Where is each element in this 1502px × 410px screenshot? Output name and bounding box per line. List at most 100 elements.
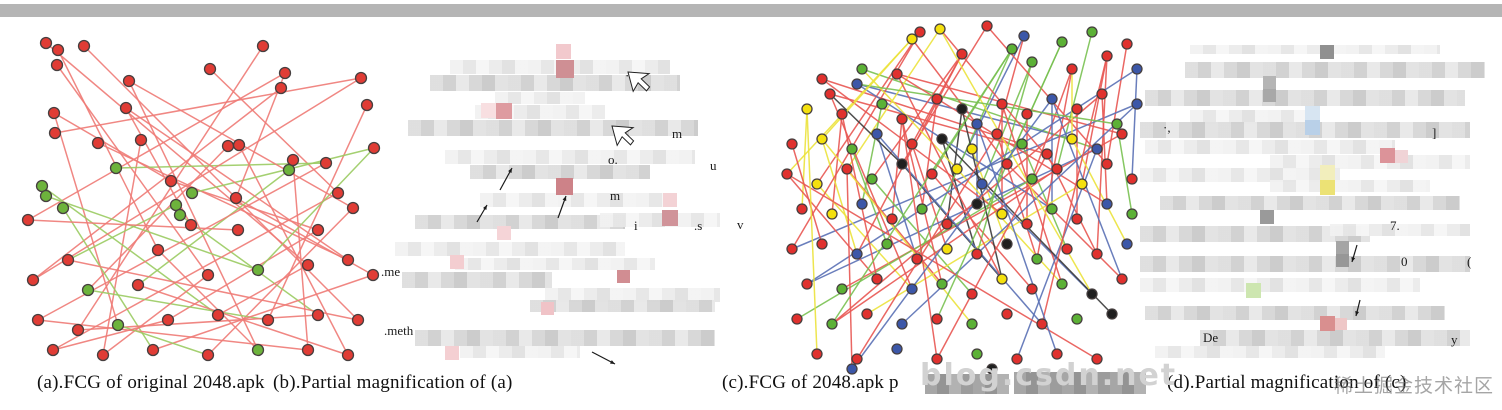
- graph-node: [367, 141, 381, 155]
- graph-edge: [829, 93, 913, 290]
- visible-text-fragment: De: [1203, 330, 1219, 345]
- graph-node: [1111, 118, 1123, 130]
- blurred-text-row: [460, 346, 580, 358]
- graph-edge: [856, 133, 998, 360]
- blurred-text-row: [415, 215, 625, 229]
- graph-edge: [896, 73, 1123, 135]
- graph-edge: [1001, 103, 1063, 285]
- graph-node: [1026, 56, 1038, 68]
- graph-edge: [806, 108, 818, 355]
- graph-node: [50, 58, 64, 72]
- graph-node: [914, 26, 926, 38]
- graph-edge: [936, 41, 1063, 320]
- graph-edge: [816, 31, 921, 185]
- graph-node: [1051, 163, 1063, 175]
- graph-edge: [1101, 93, 1108, 205]
- graph-node: [811, 348, 823, 360]
- graph-node: [1121, 38, 1133, 50]
- blurred-text-row: [1140, 256, 1470, 272]
- graph-edge: [45, 195, 259, 271]
- graph-node: [31, 313, 45, 327]
- graph-edge: [52, 192, 339, 351]
- graph-edge: [891, 118, 903, 220]
- visible-text-fragment: m: [672, 126, 683, 141]
- caption-c-blur-block: [1014, 372, 1146, 394]
- graph-edge: [806, 148, 1098, 285]
- highlighted-node-square: [1260, 210, 1274, 224]
- graph-node: [1046, 93, 1058, 105]
- graph-node: [996, 98, 1008, 110]
- graph-node: [786, 243, 798, 255]
- graph-node: [1071, 103, 1083, 115]
- graph-node: [261, 313, 275, 327]
- graph-edge: [52, 319, 169, 351]
- graph-node: [846, 363, 858, 375]
- graph-edge: [167, 229, 319, 321]
- graph-node: [1086, 26, 1098, 38]
- graph-node: [1021, 218, 1033, 230]
- visible-text-fragment: m: [610, 188, 621, 203]
- graph-node: [856, 198, 868, 210]
- graph-node: [1106, 308, 1118, 320]
- graph-node: [931, 353, 943, 365]
- highlighted-node-square: [1336, 254, 1349, 267]
- blurred-text-row: [480, 193, 670, 207]
- graph-node: [360, 98, 374, 112]
- csdn-watermark: blog.csdn.net: [920, 358, 1178, 392]
- blurred-text-row: [1145, 90, 1465, 106]
- graph-node: [96, 348, 110, 362]
- graph-node: [891, 343, 903, 355]
- graph-edge: [41, 185, 219, 316]
- graph-node: [1031, 253, 1043, 265]
- graph-edge: [831, 93, 1103, 325]
- graph-node: [251, 263, 265, 277]
- arrowhead-icon: [482, 205, 487, 210]
- graph-node: [816, 73, 828, 85]
- graph-node: [231, 223, 245, 237]
- graph-edge: [267, 104, 368, 321]
- graph-node: [981, 20, 993, 32]
- blurred-text-row: [1190, 45, 1440, 54]
- graph-edge: [796, 178, 1033, 320]
- graph-node: [1116, 273, 1128, 285]
- graph-edge: [911, 38, 1008, 165]
- highlighted-node-square: [541, 302, 554, 315]
- visible-text-fragment: ·,: [1163, 120, 1171, 135]
- graph-node: [871, 128, 883, 140]
- graph-node: [77, 39, 91, 53]
- graph-node: [274, 81, 288, 95]
- highlighted-node-square: [1320, 316, 1335, 331]
- visible-text-fragment: (: [1467, 254, 1472, 269]
- highlighted-node-square: [556, 44, 571, 59]
- graph-node: [851, 78, 863, 90]
- caption-c-blur-block: [925, 374, 1009, 394]
- graph-node: [941, 243, 953, 255]
- graph-node: [936, 133, 948, 145]
- blurred-text-row: [600, 213, 720, 227]
- graph-node: [916, 203, 928, 215]
- graph-edge: [87, 289, 269, 321]
- graph-edge: [901, 118, 938, 360]
- top-scroll-bar[interactable]: [0, 4, 1502, 17]
- graph-node: [91, 136, 105, 150]
- highlighted-node-square: [1263, 89, 1276, 102]
- graph-node: [1101, 158, 1113, 170]
- highlighted-node-square: [1395, 150, 1408, 163]
- graph-node: [796, 203, 808, 215]
- highlighted-node-square: [1305, 106, 1320, 121]
- highlighted-node-square: [1335, 318, 1347, 330]
- graph-node: [851, 248, 863, 260]
- graph-node: [1126, 173, 1138, 185]
- graph-node: [354, 71, 368, 85]
- graph-node: [931, 313, 943, 325]
- graph-node: [896, 158, 908, 170]
- graph-node: [201, 348, 215, 362]
- graph-node: [866, 173, 878, 185]
- graph-node: [51, 43, 65, 57]
- graph-node: [131, 278, 145, 292]
- graph-edge: [117, 324, 209, 356]
- graph-edge: [931, 173, 1033, 290]
- blurred-text-row: [545, 288, 720, 302]
- graph-edge: [217, 264, 309, 316]
- graph-node: [971, 348, 983, 360]
